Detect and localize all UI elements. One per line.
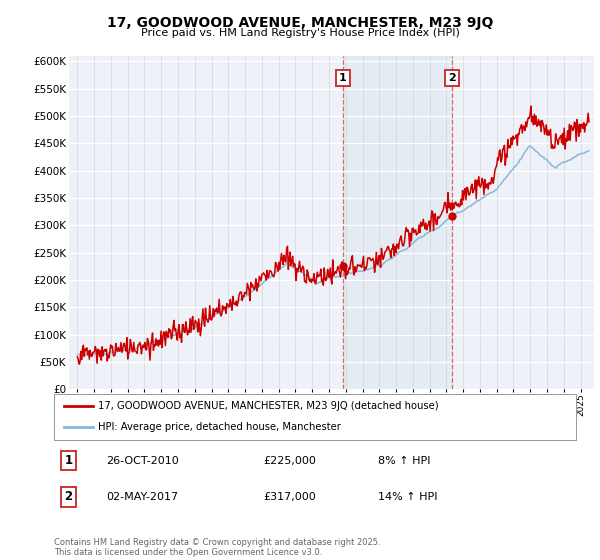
Text: HPI: Average price, detached house, Manchester: HPI: Average price, detached house, Manc… xyxy=(98,422,341,432)
Text: 17, GOODWOOD AVENUE, MANCHESTER, M23 9JQ: 17, GOODWOOD AVENUE, MANCHESTER, M23 9JQ xyxy=(107,16,493,30)
Bar xyxy=(343,56,452,389)
Text: 2: 2 xyxy=(448,73,456,83)
Text: 02-MAY-2017: 02-MAY-2017 xyxy=(106,492,178,502)
Text: £225,000: £225,000 xyxy=(263,456,316,465)
Text: 8% ↑ HPI: 8% ↑ HPI xyxy=(377,456,430,465)
Text: 1: 1 xyxy=(339,73,347,83)
Text: Contains HM Land Registry data © Crown copyright and database right 2025.
This d: Contains HM Land Registry data © Crown c… xyxy=(54,538,380,557)
Text: £317,000: £317,000 xyxy=(263,492,316,502)
Text: 17, GOODWOOD AVENUE, MANCHESTER, M23 9JQ (detached house): 17, GOODWOOD AVENUE, MANCHESTER, M23 9JQ… xyxy=(98,401,439,411)
Text: 14% ↑ HPI: 14% ↑ HPI xyxy=(377,492,437,502)
Text: 26-OCT-2010: 26-OCT-2010 xyxy=(106,456,179,465)
Text: Price paid vs. HM Land Registry's House Price Index (HPI): Price paid vs. HM Land Registry's House … xyxy=(140,28,460,38)
Text: 2: 2 xyxy=(65,491,73,503)
Text: 1: 1 xyxy=(65,454,73,467)
